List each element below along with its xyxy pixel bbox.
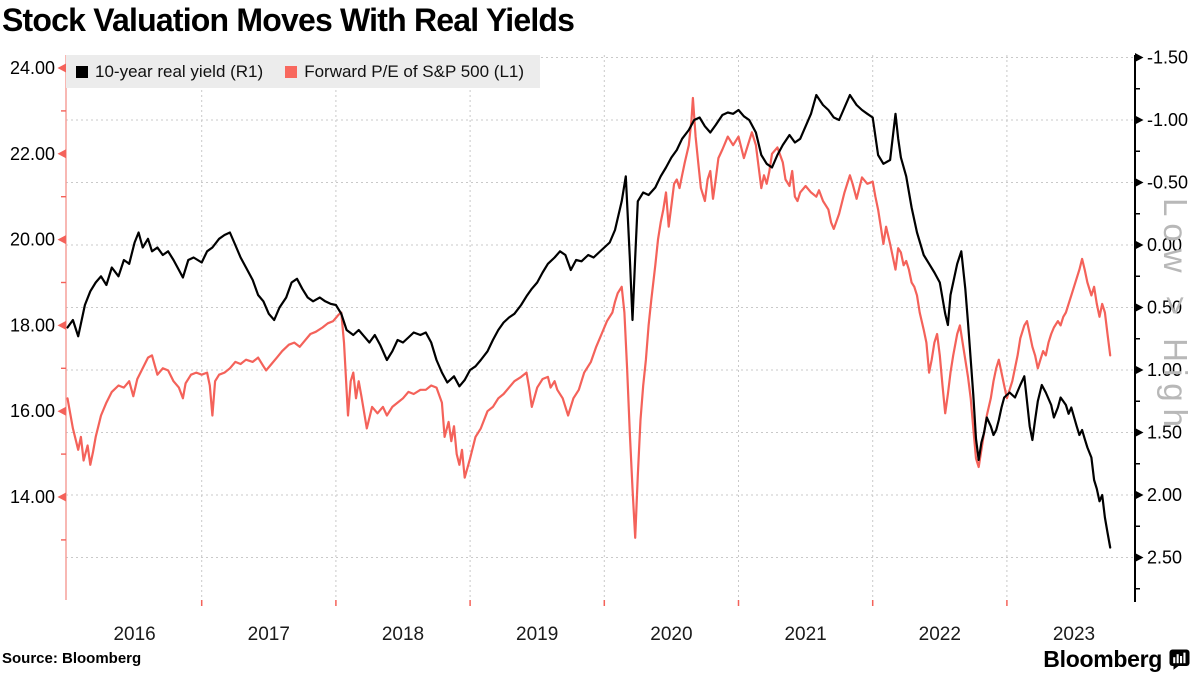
right-axis-tick-label: 0.50: [1147, 298, 1182, 318]
right-axis-tick: [1135, 490, 1144, 500]
bloomberg-logo-text: Bloomberg: [1043, 646, 1162, 672]
x-axis-year-label: 2022: [919, 624, 961, 645]
right-axis-tick-label: -0.50: [1147, 173, 1188, 193]
right-axis-tick: [1135, 53, 1144, 62]
right-axis-tick-label: 2.00: [1147, 485, 1182, 505]
right-axis-tick: [1135, 303, 1144, 312]
right-axis-tick-label: -1.00: [1147, 110, 1188, 130]
right-axis-tick: [1135, 428, 1144, 437]
left-axis-tick-label: 16.00: [10, 401, 55, 421]
x-axis-year-label: 2021: [784, 624, 826, 645]
right-axis-tick: [1135, 365, 1144, 375]
left-axis-tick: [57, 492, 66, 502]
legend-item-forward-pe: Forward P/E of S&P 500 (L1): [285, 62, 524, 82]
right-axis-tick-label: 1.50: [1147, 423, 1182, 443]
right-axis-direction-label: Low > High: [1157, 198, 1194, 435]
bloomberg-chart-icon: [1169, 649, 1190, 670]
left-axis-tick-label: 18.00: [10, 315, 55, 335]
right-axis-tick: [1135, 240, 1144, 250]
legend-swatch-icon: [76, 65, 88, 78]
left-axis-tick-label: 20.00: [10, 230, 55, 250]
x-axis-year-label: 2019: [516, 624, 558, 645]
right-axis-tick-label: 2.50: [1147, 548, 1182, 568]
x-axis-year-label: 2023: [1053, 624, 1095, 645]
left-axis-tick: [57, 235, 66, 245]
left-axis-tick-label: 14.00: [10, 487, 55, 507]
x-axis-year-label: 2016: [113, 624, 155, 645]
left-axis-tick: [57, 149, 66, 159]
legend-label: 10-year real yield (R1): [95, 61, 264, 81]
series-line-forward-pe: [66, 96, 1112, 539]
page-title: Stock Valuation Moves With Real Yields: [2, 2, 575, 38]
x-axis-year-label: 2018: [382, 624, 424, 645]
legend-label: Forward P/E of S&P 500 (L1): [304, 61, 525, 81]
left-axis-tick: [57, 63, 66, 73]
left-axis-tick-label: 22.00: [10, 144, 55, 164]
legend-item-real-yield: 10-year real yield (R1): [76, 62, 263, 82]
x-axis-year-label: 2020: [650, 624, 692, 645]
right-axis-tick: [1135, 553, 1144, 562]
right-axis-tick: [1135, 115, 1144, 125]
x-axis-year-label: 2017: [248, 624, 290, 645]
legend-swatch-icon: [285, 65, 298, 78]
right-axis-tick-label: -1.50: [1147, 48, 1188, 68]
chart-legend: 10-year real yield (R1) Forward P/E of S…: [66, 55, 541, 88]
left-axis-tick: [57, 406, 66, 416]
left-axis-tick: [57, 320, 66, 330]
series-line-real-yield: [66, 93, 1112, 549]
left-axis-tick-label: 24.00: [10, 58, 55, 78]
source-text: Source: Bloomberg: [2, 650, 142, 667]
right-axis-tick-label: 0.00: [1147, 235, 1182, 255]
right-axis-tick-label: 1.00: [1147, 360, 1182, 380]
right-axis-tick: [1135, 178, 1144, 187]
bloomberg-logo: Bloomberg: [1043, 646, 1190, 673]
